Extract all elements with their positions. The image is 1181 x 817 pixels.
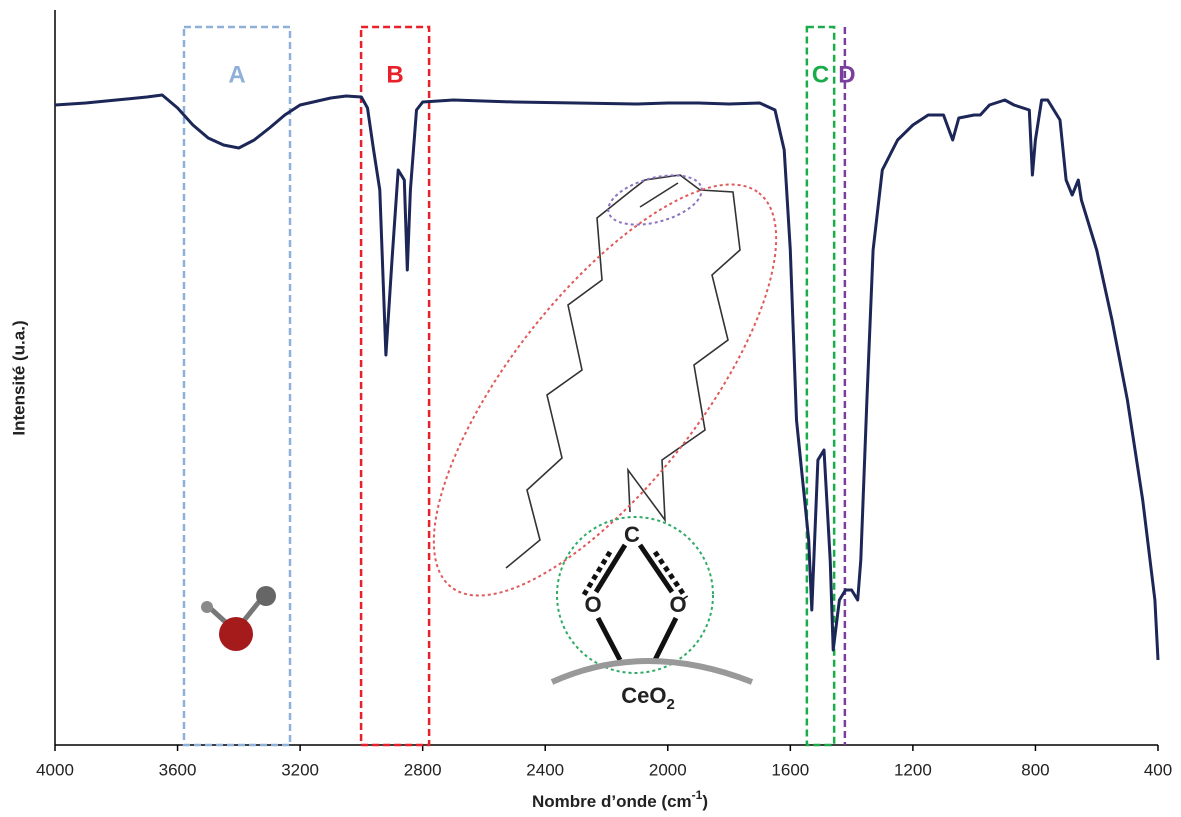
carboxylate-highlight bbox=[556, 516, 714, 674]
double-bond bbox=[639, 182, 679, 208]
region-box bbox=[359, 25, 431, 747]
region-label: B bbox=[386, 61, 403, 88]
x-tick-label: 800 bbox=[1021, 760, 1049, 779]
region-box bbox=[182, 25, 292, 747]
x-label-end: ) bbox=[702, 792, 708, 811]
o-atom bbox=[219, 617, 253, 651]
x-tick-label: 4000 bbox=[36, 760, 74, 779]
x-label-text: Nombre d’onde (cm bbox=[532, 792, 692, 811]
h-atom bbox=[201, 601, 213, 613]
substrate-label: CeO2 bbox=[621, 683, 675, 713]
bond bbox=[595, 616, 623, 662]
spectrum-line bbox=[54, 93, 1160, 661]
molecule-illustration: C O O CeO2 bbox=[201, 174, 778, 713]
x-tick-label: 2800 bbox=[404, 760, 442, 779]
x-tick-label: 2000 bbox=[649, 760, 687, 779]
x-axis-label: Nombre d’onde (cm-1) bbox=[532, 788, 708, 811]
x-tick-label: 1600 bbox=[771, 760, 809, 779]
x-tick-label: 1200 bbox=[894, 760, 932, 779]
x-tick-label: 2400 bbox=[526, 760, 564, 779]
substrate-sub: 2 bbox=[666, 696, 674, 713]
x-tick-label: 3200 bbox=[281, 760, 319, 779]
h-atom bbox=[256, 586, 276, 606]
bond bbox=[637, 543, 675, 594]
atom-label: O bbox=[669, 592, 686, 617]
region-box bbox=[805, 25, 836, 747]
atom-label: C bbox=[624, 522, 640, 547]
surface bbox=[550, 658, 754, 685]
x-label-sup: -1 bbox=[692, 788, 703, 802]
bond bbox=[652, 550, 689, 600]
substrate-text: CeO bbox=[621, 683, 666, 708]
x-tick-label: 400 bbox=[1144, 760, 1172, 779]
carbon-chain bbox=[505, 174, 741, 569]
x-tick-label: 3600 bbox=[159, 760, 197, 779]
y-axis-label: Intensité (u.a.) bbox=[9, 320, 28, 435]
bond bbox=[593, 543, 628, 594]
atom-label: O bbox=[584, 592, 601, 617]
region-label: C bbox=[812, 61, 829, 88]
region-label: D bbox=[838, 61, 855, 88]
alkene-highlight bbox=[607, 174, 703, 226]
region-label: A bbox=[228, 61, 245, 88]
bond bbox=[652, 616, 679, 662]
